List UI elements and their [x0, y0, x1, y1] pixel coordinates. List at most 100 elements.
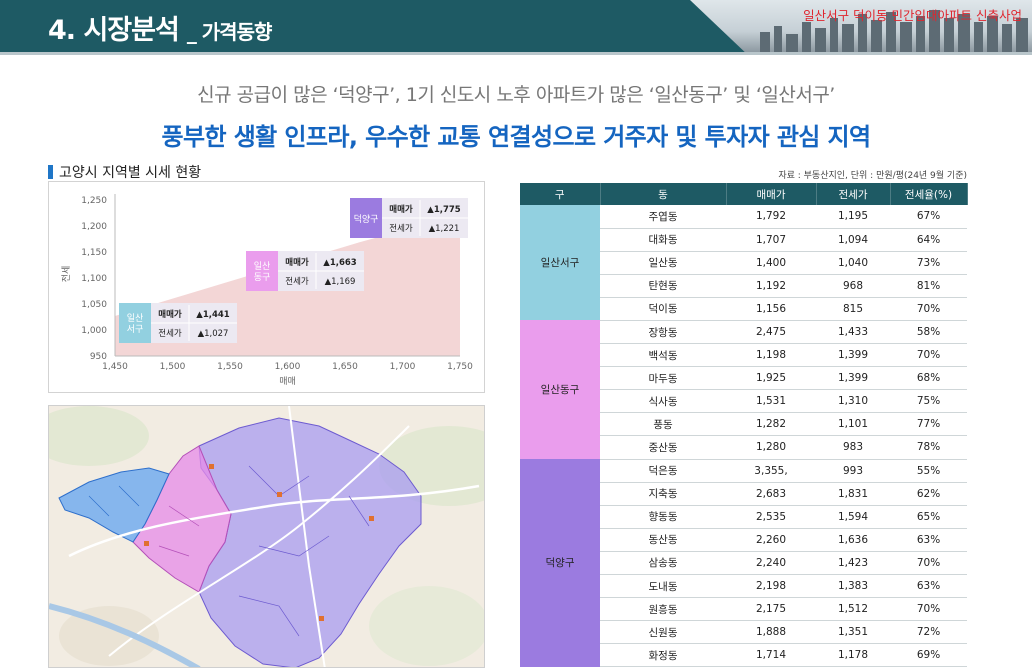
dong-cell: 풍동 — [600, 412, 726, 437]
y-tick-label: 950 — [90, 352, 107, 362]
jeonse-price-cell: 1,040 — [816, 251, 890, 275]
dong-cell: 대화동 — [600, 228, 726, 252]
sale-price-cell: 1,280 — [726, 435, 816, 460]
header-gu: 구 — [520, 183, 601, 205]
sale-price-cell: 1,192 — [726, 274, 816, 298]
sale-price-cell: 3,355, — [726, 459, 816, 483]
table-row: 신원동 1,888 1,351 72% — [520, 620, 967, 645]
headline-line1: 신규 공급이 많은 ‘덕양구’, 1기 신도시 노후 아파트가 많은 ‘일산동구… — [197, 84, 835, 106]
sale-price-cell: 2,683 — [726, 482, 816, 506]
jeonse-price-cell: 1,512 — [816, 597, 890, 622]
y-tick-label: 1,250 — [81, 196, 107, 206]
sale-price-cell: 1,198 — [726, 343, 816, 368]
jeonse-price-cell: 1,433 — [816, 320, 890, 345]
callout-district-name: 일산 — [127, 313, 144, 324]
table-header-row: 구 동 매매가 전세가 전세율(%) — [520, 183, 968, 205]
jeonse-rate-cell: 70% — [890, 551, 967, 576]
table-row: 식사동 1,531 1,310 75% — [520, 389, 967, 414]
page-title-sub: _ 가격동향 — [186, 20, 273, 44]
table-source: 자료 : 부동산지인, 단위 : 만원/평(24년 9월 기준) — [778, 171, 967, 181]
x-tick-label: 1,600 — [275, 362, 301, 372]
table-row: 풍동 1,282 1,101 77% — [520, 412, 967, 437]
y-tick-label: 1,100 — [81, 274, 107, 284]
table-row: 지축동 2,683 1,831 62% — [520, 482, 967, 506]
callout-sale-label: 매매가 — [389, 204, 413, 215]
dong-cell: 주엽동 — [600, 205, 726, 229]
callout-district-swatch — [119, 303, 151, 343]
sale-price-cell: 2,260 — [726, 528, 816, 552]
table-row: 삼송동 2,240 1,423 70% — [520, 551, 967, 576]
table-row: 화정동 1,714 1,178 69% — [520, 643, 967, 668]
jeonse-price-cell: 1,831 — [816, 482, 890, 506]
x-tick-label: 1,750 — [447, 362, 473, 372]
x-tick-label: 1,450 — [102, 362, 128, 372]
map-region-ilsanseo — [58, 467, 170, 543]
callout-sale-label: 매매가 — [158, 309, 182, 320]
sale-price-cell: 2,535 — [726, 505, 816, 529]
sale-price-cell: 1,925 — [726, 366, 816, 391]
header-sale-price: 매매가 — [726, 183, 817, 205]
table-row: 백석동 1,198 1,399 70% — [520, 343, 967, 368]
x-tick-label: 1,500 — [160, 362, 186, 372]
dong-cell: 일산동 — [600, 251, 726, 275]
jeonse-rate-cell: 70% — [890, 297, 967, 321]
jeonse-rate-cell: 70% — [890, 343, 967, 368]
jeonse-rate-cell: 55% — [890, 459, 967, 483]
dong-cell: 식사동 — [600, 389, 726, 414]
dong-cell: 원흥동 — [600, 597, 726, 622]
district-map-illustration — [49, 406, 484, 667]
jeonse-price-cell: 968 — [816, 274, 890, 298]
dong-cell: 신원동 — [600, 620, 726, 645]
jeonse-rate-cell: 78% — [890, 435, 967, 460]
dong-cell: 동산동 — [600, 528, 726, 552]
callout-district-name: 서구 — [127, 324, 144, 335]
sale-price-cell: 1,156 — [726, 297, 816, 321]
dong-cell: 삼송동 — [600, 551, 726, 576]
jeonse-rate-cell: 65% — [890, 505, 967, 529]
jeonse-rate-cell: 75% — [890, 389, 967, 414]
dong-cell: 화정동 — [600, 643, 726, 668]
jeonse-price-cell: 1,383 — [816, 574, 890, 599]
project-caption: 일산서구 덕이동 민간임대아파트 신축사업 — [803, 8, 1022, 23]
district-cell: 덕양구 — [520, 459, 600, 667]
table-row: 덕이동 1,156 815 70% — [520, 297, 967, 321]
header-dong: 동 — [600, 183, 727, 205]
x-tick-label: 1,700 — [390, 362, 416, 372]
x-axis-label: 매매 — [279, 376, 296, 387]
jeonse-rate-cell: 68% — [890, 366, 967, 391]
header-jeonse-price: 전세가 — [816, 183, 891, 205]
dong-cell: 탄현동 — [600, 274, 726, 298]
jeonse-price-cell: 1,351 — [816, 620, 890, 645]
sale-price-cell: 2,475 — [726, 320, 816, 345]
district-cell: 일산서구 — [520, 205, 600, 321]
table-row: 덕양구 덕은동 3,355, 993 55% — [520, 459, 967, 667]
sale-price-cell: 1,531 — [726, 389, 816, 414]
chart-section-title: 고양시 지역별 시세 현황 — [48, 162, 201, 182]
callout-sale-value: ▲1,775 — [427, 205, 461, 215]
jeonse-rate-cell: 69% — [890, 643, 967, 668]
table-row: 향동동 2,535 1,594 65% — [520, 505, 967, 529]
sale-price-cell: 2,198 — [726, 574, 816, 599]
callout-jeonse-label: 전세가 — [389, 223, 413, 234]
x-tick-label: 1,550 — [217, 362, 243, 372]
jeonse-price-cell: 1,594 — [816, 505, 890, 529]
jeonse-rate-cell: 64% — [890, 228, 967, 252]
callout-jeonse-value: ▲1,221 — [429, 224, 460, 234]
jeonse-price-cell: 1,399 — [816, 366, 890, 391]
dong-cell: 향동동 — [600, 505, 726, 529]
jeonse-rate-cell: 62% — [890, 482, 967, 506]
jeonse-rate-cell: 67% — [890, 205, 967, 229]
callout-district-swatch — [246, 251, 278, 291]
jeonse-price-cell: 815 — [816, 297, 890, 321]
table-row: 도내동 2,198 1,383 63% — [520, 574, 967, 599]
jeonse-rate-cell: 72% — [890, 620, 967, 645]
sale-price-cell: 1,282 — [726, 412, 816, 437]
jeonse-price-cell: 1,094 — [816, 228, 890, 252]
chart-section-title-text: 고양시 지역별 시세 현황 — [59, 165, 202, 181]
callout-district-name: 덕양구 — [354, 214, 379, 225]
goyang-district-map — [48, 405, 485, 668]
table-row: 마두동 1,925 1,399 68% — [520, 366, 967, 391]
header-jeonse-rate: 전세율(%) — [890, 183, 968, 205]
table-row: 중산동 1,280 983 78% — [520, 435, 967, 460]
sale-price-cell: 1,707 — [726, 228, 816, 252]
